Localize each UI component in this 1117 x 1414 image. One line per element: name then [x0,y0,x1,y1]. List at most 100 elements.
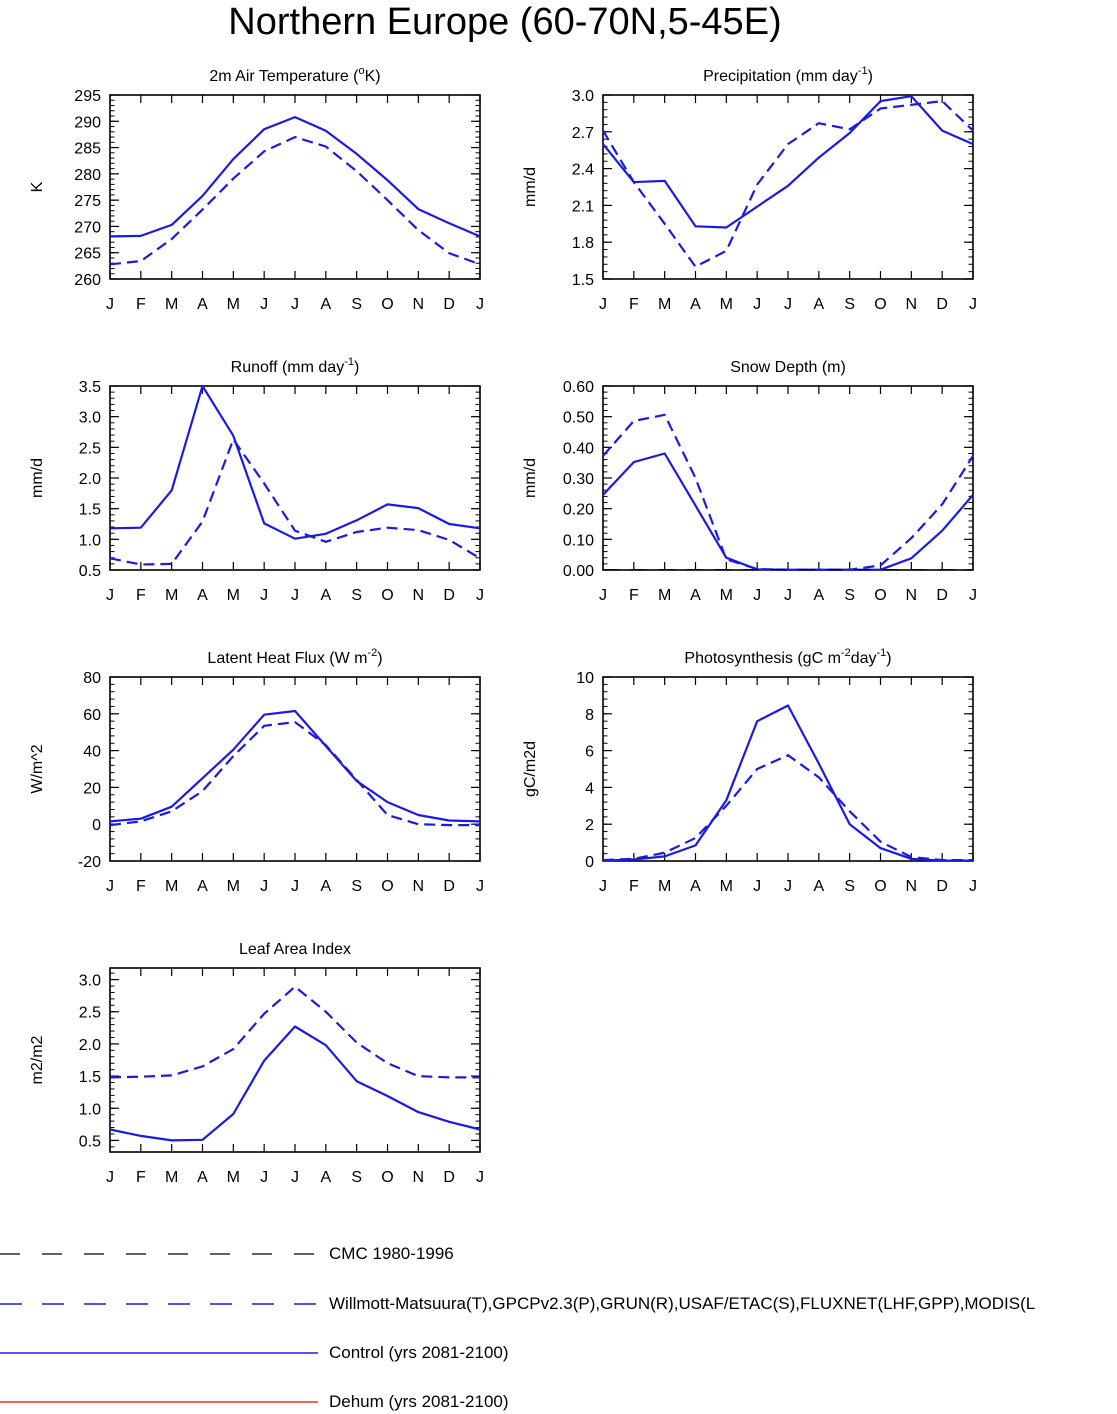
chart-title-text: Photosynthesis (gC m [684,650,841,667]
x-tick-label: J [260,878,268,895]
series-line-solid [109,1025,481,1142]
x-tick-label: A [813,587,824,604]
x-tick-label: J [476,1169,484,1186]
x-tick-label: O [874,587,886,604]
x-tick-label: M [658,587,671,604]
y-tick-label: 0 [92,817,101,834]
series-line-dashed [109,438,481,566]
x-tick-label: M [658,878,671,895]
x-tick-label: J [106,1169,114,1186]
x-tick-label: M [165,296,178,313]
y-tick-label: 40 [83,744,101,761]
x-tick-label: J [106,296,114,313]
plot-frame [109,94,481,280]
x-tick-label: J [599,587,607,604]
chart-title: Runoff (mm day-1) [231,356,360,376]
y-tick-label: 1.5 [572,272,594,289]
y-tick-label: 295 [74,88,101,105]
x-tick-label: D [443,296,455,313]
x-tick-label: M [658,296,671,313]
x-tick-label: M [165,587,178,604]
y-tick-label: 1.5 [79,502,101,519]
x-tick-label: O [874,878,886,895]
x-tick-label: A [320,878,331,895]
series-line-solid [109,709,481,823]
y-tick-label: 2.7 [572,125,594,142]
chart-title-text: Leaf Area Index [239,941,351,958]
y-tick-label: 285 [74,141,101,158]
plot-frame [109,676,481,862]
y-tick-label: 2.0 [79,471,101,488]
y-tick-label: 2.5 [79,440,101,457]
page-title: Northern Europe (60-70N,5-45E) [228,1,782,43]
x-tick-label: J [969,587,977,604]
y-tick-label: 0.60 [563,379,594,396]
series-line-dashed [602,413,974,571]
y-tick-label: 2.1 [572,198,594,215]
series-line-dashed [602,754,973,862]
chart-panel-7: J F M A M J J A S O N D J 0.5 1.0 1.5 2.0 2.5 3.0 Leaf Area… [29,941,484,1186]
y-tick-label: 2 [585,817,594,834]
x-tick-label: M [720,587,733,604]
x-tick-label: J [753,296,761,313]
x-tick-label: D [936,878,948,895]
x-tick-label: A [197,587,208,604]
chart-title-superscript: -2 [367,647,377,659]
x-tick-label: J [969,878,977,895]
chart-title-superscript: -2 [841,647,851,659]
x-tick-label: O [381,1169,393,1186]
x-tick-label: O [381,878,393,895]
y-tick-label: 60 [83,707,101,724]
x-tick-label: J [753,587,761,604]
chart-title-text: Precipitation (mm day [703,68,858,85]
x-tick-label: M [720,878,733,895]
x-tick-label: F [629,296,639,313]
x-tick-label: N [413,587,425,604]
chart-title: Leaf Area Index [239,941,351,958]
x-tick-label: D [936,587,948,604]
series-line-solid [602,452,974,571]
x-tick-label: M [227,1169,240,1186]
y-tick-label: 3.0 [79,973,101,990]
y-tick-label: 1.8 [572,235,594,252]
x-tick-label: J [260,1169,268,1186]
x-tick-label: J [476,587,484,604]
plot-frame [109,967,481,1153]
y-tick-label: 0.10 [563,532,594,549]
x-tick-label: N [413,1169,425,1186]
chart-panel-4: J F M A M J J A S O N D J 0.00 0.10 0.20 0.30 0.40 0.50 0.6… [522,359,977,604]
y-tick-label: 3.5 [79,379,101,396]
x-tick-label: M [227,587,240,604]
y-tick-label: 0.40 [563,440,594,457]
x-tick-label: J [784,296,792,313]
chart-panel-5: J F M A M J J A S O N D J -20 0 20 40 60 80 Latent Heat Flu… [29,647,484,895]
y-tick-label: 1.0 [79,532,101,549]
y-tick-label: 8 [585,707,594,724]
x-tick-label: O [381,296,393,313]
x-tick-label: J [260,587,268,604]
y-tick-label: 290 [74,114,101,131]
x-tick-label: F [136,1169,146,1186]
series-line-dashed [109,985,480,1079]
x-tick-label: D [443,878,455,895]
x-tick-label: F [136,878,146,895]
series-line-solid [602,95,974,229]
y-tick-label: 1.0 [79,1101,101,1118]
chart-title-suffix: ) [377,650,382,667]
x-tick-label: S [844,296,855,313]
x-tick-label: J [291,878,299,895]
chart-panel-3: J F M A M J J A S O N D J 0.5 1.0 1.5 2.0 2.5 3.0 3.5 Runoff… [29,356,484,604]
x-tick-label: J [106,587,114,604]
legend-label-control: Control (yrs 2081-2100) [329,1343,509,1362]
chart-title-superscript: o [358,65,364,77]
chart-title-text: Runoff (mm day [231,359,345,376]
chart-panel-2: J F M A M J J A S O N D J 1.5 1.8 2.1 2.4 2.7 3.0 Precipita… [522,65,977,313]
x-tick-label: D [443,1169,455,1186]
chart-title-superscript: -1 [344,356,354,368]
y-tick-label: 6 [585,744,594,761]
y-tick-label: 3.0 [79,410,101,427]
y-tick-label: 10 [576,670,594,687]
chart-title: Precipitation (mm day-1) [703,65,873,85]
x-tick-label: J [291,587,299,604]
x-tick-label: A [320,296,331,313]
